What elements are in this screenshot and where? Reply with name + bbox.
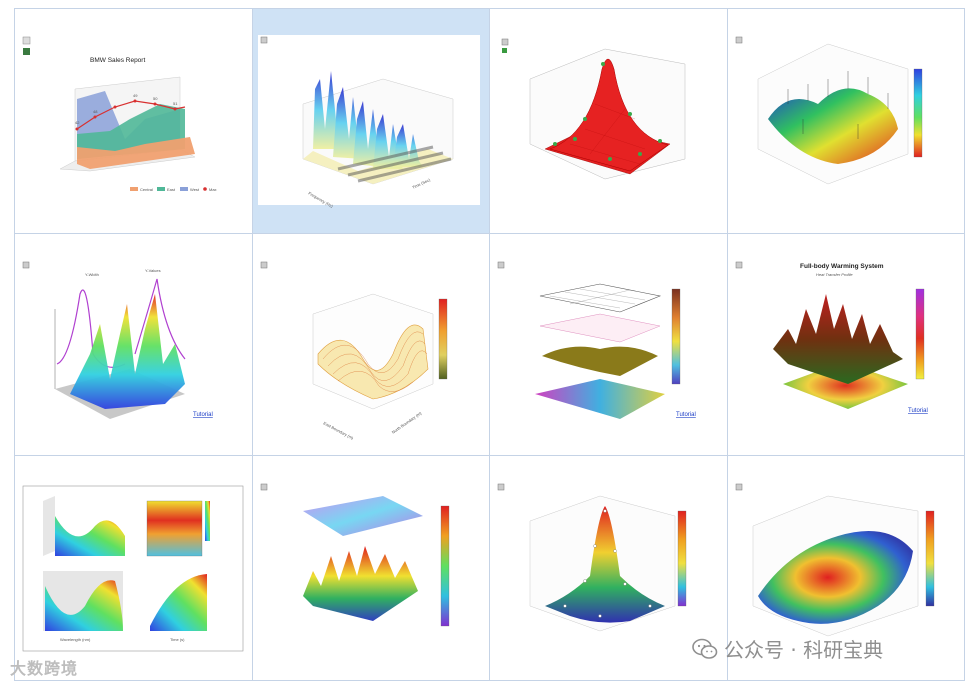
colorbar [677, 510, 687, 607]
bmw-sales-thumbnail: BMW Sales Report 42 48 49 50 51 Central [22, 36, 217, 192]
gallery-cell-warming-system[interactable]: Full-body Warming System Heat Transfer P… [728, 234, 965, 456]
chart-gallery-grid: BMW Sales Report 42 48 49 50 51 Central [14, 8, 965, 681]
colorbar [915, 288, 925, 380]
peak-label-y-width: Y-Width [85, 272, 99, 277]
value-label: 51 [173, 101, 178, 106]
peak-label-y-values: Y-Values [145, 268, 161, 273]
wireframe-thumbnail: East Boundary (m) North Boundary (m) [260, 261, 448, 441]
value-label: 49 [133, 93, 138, 98]
gallery-cell-wireframe-surface[interactable]: East Boundary (m) North Boundary (m) [253, 234, 490, 456]
value-label: 48 [93, 109, 98, 114]
wechat-icon [692, 638, 718, 659]
waterfall-thumbnail: Frequency (Hz) Time (Sec) [258, 35, 480, 209]
tutorial-link[interactable]: Tutorial [908, 408, 928, 414]
colorbar [440, 505, 450, 627]
watermark-left: 大数跨境 [10, 655, 78, 679]
peak-scatter-thumbnail [497, 483, 687, 632]
gallery-cell-gaussian-surface[interactable] [490, 9, 728, 234]
colorbar [438, 298, 448, 380]
x-axis-label-time: Time (s) [170, 637, 185, 642]
gallery-cell-rainbow-surface[interactable] [728, 9, 965, 234]
colorbar [913, 68, 923, 158]
gallery-cell-peak-waterfall[interactable]: Y-Width Y-Values Tutorial [15, 234, 253, 456]
gallery-cell-peak-scatter[interactable] [490, 456, 728, 681]
value-label: 50 [153, 96, 158, 101]
watermark-right: 公众号 · 科研宝典 [692, 634, 883, 663]
gallery-cell-waterfall-3d[interactable]: Frequency (Hz) Time (Sec) [253, 9, 490, 234]
colorbar [925, 510, 935, 607]
pressure-surface-thumbnail [735, 483, 935, 637]
gallery-cell-pressure-surface[interactable] [728, 456, 965, 681]
tutorial-link[interactable]: Tutorial [193, 412, 213, 418]
gaussian-thumbnail [501, 38, 686, 180]
chart-legend: Central East West Max [130, 187, 217, 192]
chart-title: Full-body Warming System [800, 263, 884, 270]
four-panel-thumbnail: Wavelength (nm) Time (s) [22, 485, 244, 652]
projected-contour-thumbnail [260, 483, 450, 627]
x-axis-label: East Boundary (m) [323, 420, 355, 440]
gallery-cell-projected-contour[interactable] [253, 456, 490, 681]
colorbar [671, 288, 681, 385]
y-axis-label: North Boundary (m) [391, 410, 423, 435]
legend-central: Central [140, 187, 153, 192]
value-label: 42 [75, 120, 80, 125]
legend-max: Max [209, 187, 217, 192]
chart-title: BMW Sales Report [90, 57, 145, 64]
chart-subtitle: Heat Transfer Profile [816, 272, 853, 277]
watermark-right-text: 公众号 · 科研宝典 [724, 638, 884, 662]
watermark-left-text: 大数跨境 [10, 659, 79, 678]
layered-surfaces-thumbnail: Tutorial [497, 261, 696, 419]
gallery-cell-layered-surfaces[interactable]: Tutorial [490, 234, 728, 456]
tutorial-link[interactable]: Tutorial [676, 412, 696, 418]
peak-waterfall-thumbnail: Y-Width Y-Values Tutorial [22, 261, 213, 419]
x-axis-label: Wavelength (nm) [60, 637, 91, 642]
warming-system-thumbnail: Full-body Warming System Heat Transfer P… [735, 261, 928, 414]
legend-west: West [190, 187, 200, 192]
rainbow-surface-thumbnail [735, 36, 923, 185]
legend-east: East [167, 187, 176, 192]
gallery-cell-bmw-sales[interactable]: BMW Sales Report 42 48 49 50 51 Central [15, 9, 253, 234]
gallery-cell-four-panel[interactable]: Wavelength (nm) Time (s) [15, 456, 253, 681]
